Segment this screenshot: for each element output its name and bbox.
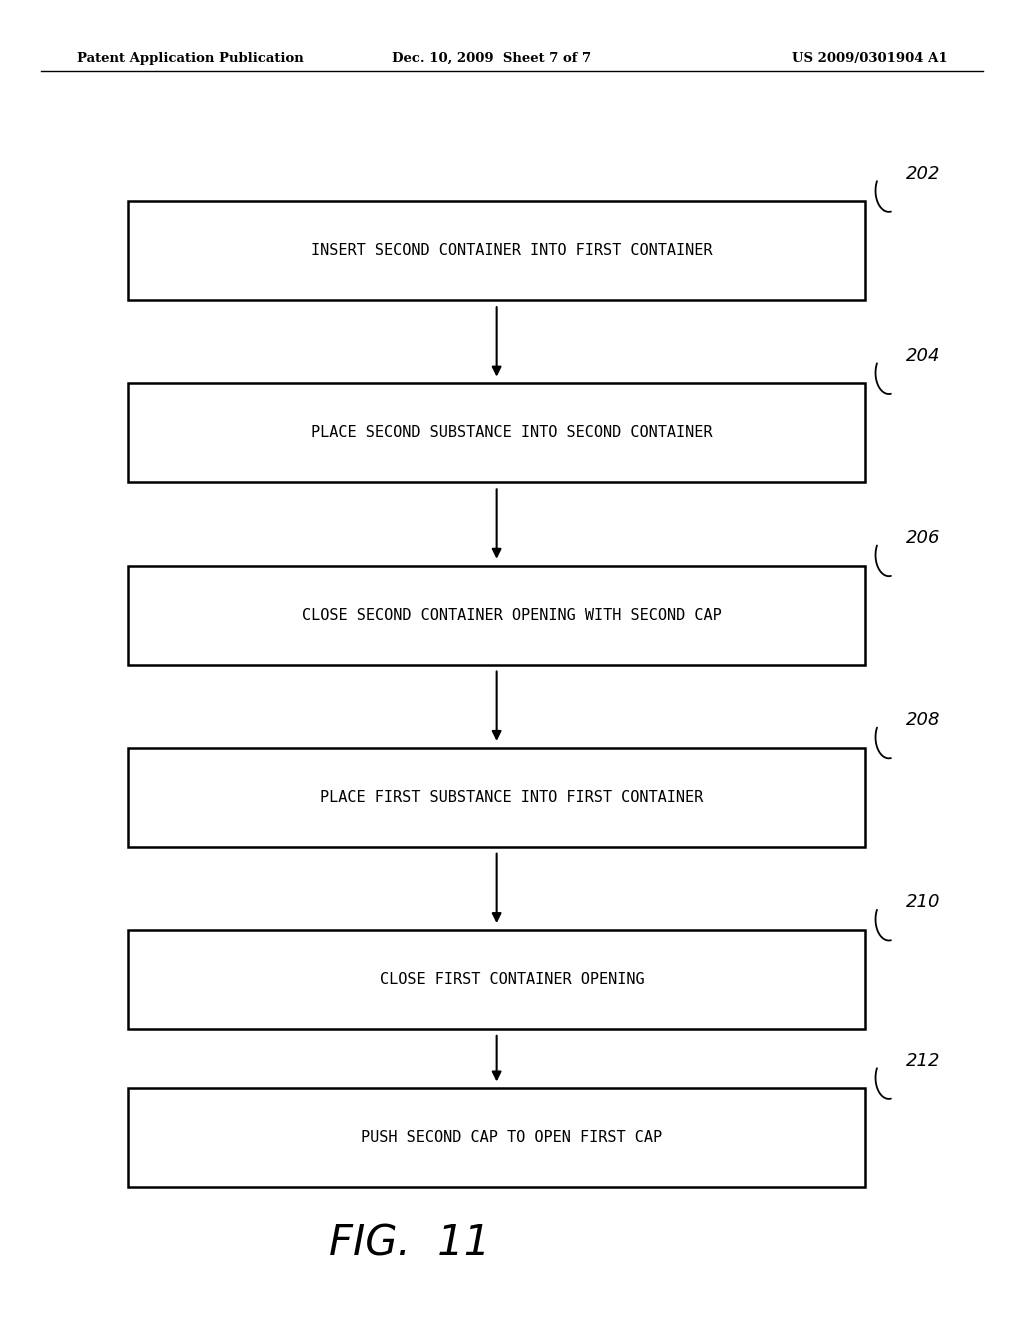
Text: 212: 212 xyxy=(906,1052,941,1069)
Bar xyxy=(128,201,865,300)
Bar xyxy=(128,747,865,847)
Text: PLACE SECOND SUBSTANCE INTO SECOND CONTAINER: PLACE SECOND SUBSTANCE INTO SECOND CONTA… xyxy=(311,425,713,441)
Text: 208: 208 xyxy=(906,711,941,729)
Text: CLOSE SECOND CONTAINER OPENING WITH SECOND CAP: CLOSE SECOND CONTAINER OPENING WITH SECO… xyxy=(302,607,722,623)
Text: US 2009/0301904 A1: US 2009/0301904 A1 xyxy=(792,51,947,65)
Text: 210: 210 xyxy=(906,894,941,911)
Bar xyxy=(128,383,865,482)
Text: PUSH SECOND CAP TO OPEN FIRST CAP: PUSH SECOND CAP TO OPEN FIRST CAP xyxy=(361,1130,663,1146)
Text: FIG.  11: FIG. 11 xyxy=(329,1222,490,1265)
Text: 206: 206 xyxy=(906,529,941,546)
Text: PLACE FIRST SUBSTANCE INTO FIRST CONTAINER: PLACE FIRST SUBSTANCE INTO FIRST CONTAIN… xyxy=(321,789,703,805)
Text: 202: 202 xyxy=(906,165,941,182)
Bar xyxy=(128,929,865,1030)
Text: INSERT SECOND CONTAINER INTO FIRST CONTAINER: INSERT SECOND CONTAINER INTO FIRST CONTA… xyxy=(311,243,713,259)
Text: Patent Application Publication: Patent Application Publication xyxy=(77,51,303,65)
Bar xyxy=(128,1088,865,1188)
Text: CLOSE FIRST CONTAINER OPENING: CLOSE FIRST CONTAINER OPENING xyxy=(380,972,644,987)
Bar xyxy=(128,565,865,664)
Text: 204: 204 xyxy=(906,347,941,364)
Text: Dec. 10, 2009  Sheet 7 of 7: Dec. 10, 2009 Sheet 7 of 7 xyxy=(392,51,591,65)
